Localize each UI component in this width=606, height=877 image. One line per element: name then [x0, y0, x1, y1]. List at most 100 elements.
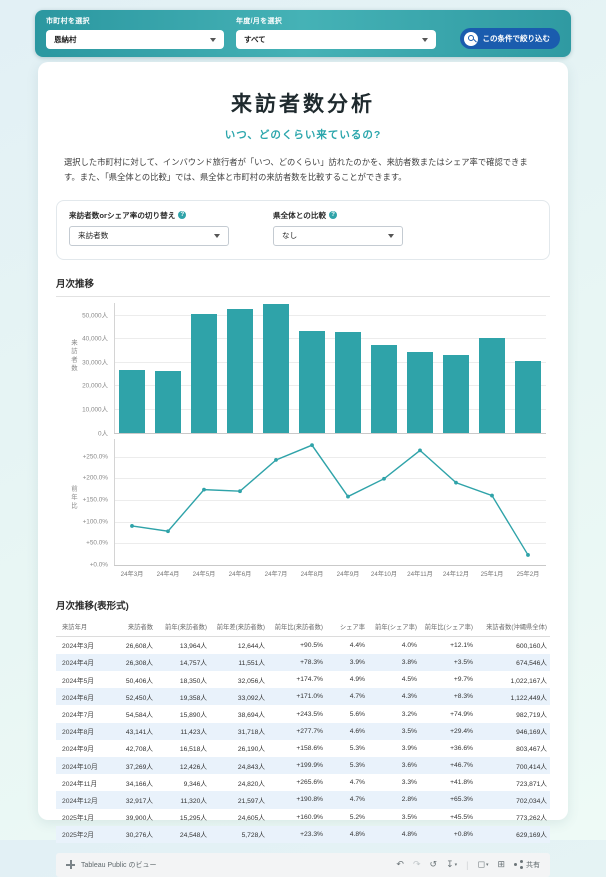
table-row[interactable]: 2024年8月 43,141人 11,423人 31,718人 +277.7% 4.6% 3… [56, 722, 550, 740]
table-row[interactable]: 2025年2月 30,276人 24,548人 5,728人 +23.3% 4.8% 4.8… [56, 825, 550, 843]
line-point[interactable] [382, 476, 386, 481]
bar-mark[interactable] [335, 331, 361, 433]
metric-control: 来訪者数orシェア率の切り替え ? 来訪者数 [69, 210, 229, 246]
bar-mark[interactable] [191, 313, 217, 433]
page-description: 選択した市町村に対して、インバウンド旅行者が「いつ、どのくらい」訪れたのかを、来… [64, 157, 528, 183]
table-cell: 32,056人 [237, 677, 265, 685]
bar-mark[interactable] [299, 330, 325, 433]
table-row[interactable]: 2024年12月 32,917人 11,320人 21,597人 +190.8% 4.7%… [56, 791, 550, 809]
table-cell: 2024年6月 [62, 694, 94, 702]
reset-icon[interactable]: ↺ [429, 859, 438, 870]
gridline [114, 361, 546, 363]
line-point[interactable] [418, 448, 422, 452]
help-icon[interactable]: ? [329, 211, 338, 220]
line-point[interactable] [346, 494, 350, 499]
table-cell: 31,718人 [237, 729, 265, 737]
table-cell: 21,597人 [237, 797, 265, 805]
redo-icon[interactable]: ↷ [412, 859, 421, 870]
bar-mark[interactable] [515, 361, 541, 433]
bar-mark[interactable] [227, 308, 253, 433]
table-cell: 5.6% [349, 710, 365, 718]
table-cell: +90.5% [300, 641, 323, 649]
monthly-trend-table[interactable]: 来訪年月 来訪者数 前年(来訪者数) 前年差(来訪者数) 前年比(来訪者数) シェア率 前年… [56, 617, 550, 843]
table-cell: 700,414人 [516, 763, 547, 771]
chevron-down-icon [422, 37, 428, 42]
page-subtitle: いつ、どのくらい来ているの? [224, 129, 382, 141]
line-axis-title: 前年比 [70, 484, 77, 510]
x-axis-tick-label: 24年12月 [442, 570, 470, 578]
table-row[interactable]: 2024年9月 42,708人 16,518人 26,190人 +158.6% 5.3% 3… [56, 740, 550, 757]
download-icon[interactable]: ↧ ▾ [446, 859, 458, 870]
metric-select[interactable]: 来訪者数 [69, 225, 229, 246]
bar-mark[interactable] [407, 351, 433, 433]
table-cell: 5.3% [349, 762, 365, 770]
table-cell: 2024年11月 [62, 780, 98, 788]
table-row[interactable]: 2024年7月 54,584人 15,890人 38,694人 +243.5% 5.6% 3… [56, 705, 550, 722]
line-point[interactable] [202, 487, 206, 492]
table-cell: 4.4% [349, 641, 365, 649]
bar-axis-tick-label: 10,000人 [82, 406, 108, 414]
table-cell: 24,843人 [237, 763, 265, 771]
line-point[interactable] [310, 442, 314, 447]
table-cell: +65.3% [450, 796, 473, 804]
bar-mark[interactable] [119, 369, 145, 433]
bar-mark[interactable] [155, 370, 181, 433]
table-cell: 32,917人 [125, 797, 153, 805]
table-cell: +36.6% [450, 744, 473, 752]
line-point[interactable] [238, 488, 242, 493]
comparison-select[interactable]: なし [273, 225, 403, 246]
table-cell: 3.9% [401, 744, 417, 752]
line-point[interactable] [130, 523, 134, 528]
line-point[interactable] [490, 493, 494, 498]
column-header: 来訪者数(沖縄県全体) [476, 617, 550, 637]
undo-icon[interactable]: ↶ [396, 859, 404, 870]
table-cell: 2024年4月 [62, 660, 94, 668]
table-cell: +29.4% [450, 727, 473, 735]
period-select[interactable]: すべて [236, 30, 436, 49]
line-series[interactable] [114, 439, 546, 565]
line-point[interactable] [526, 552, 530, 557]
apply-filter-button[interactable]: この条件で絞り込む [459, 28, 560, 49]
table-cell: 4.7% [349, 779, 365, 787]
metric-control-label: 来訪者数orシェア率の切り替え [69, 210, 176, 220]
bar-mark[interactable] [479, 338, 505, 433]
table-cell: 11,551人 [238, 660, 265, 668]
monthly-trend-chart[interactable]: 来訪者数 前年比 0人 10,000人 20,000人 30,000人 40,000人 5… [56, 295, 550, 584]
monthly-trend-table-section: 月次推移(表形式) 来訪年月 来訪者数 前年(来訪者数) 前年差(来訪者数) 前年比(来… [56, 598, 550, 843]
line-point[interactable] [274, 457, 278, 462]
table-row[interactable]: 2025年1月 39,900人 15,295人 24,605人 +160.9% 5.2% 3… [56, 809, 550, 826]
table-cell: +78.3% [300, 658, 323, 666]
table-cell: 38,694人 [237, 712, 265, 720]
fullscreen-icon[interactable]: ⊞ [497, 859, 505, 870]
table-row[interactable]: 2024年3月 26,608人 13,964人 12,644人 +90.5% 4.4% 4.… [56, 636, 550, 654]
bar-mark[interactable] [443, 354, 469, 433]
table-cell: 15,890人 [179, 712, 207, 720]
table-row[interactable]: 2024年10月 37,269人 12,426人 24,843人 +199.9% 5.3%… [56, 757, 550, 775]
table-row[interactable]: 2024年6月 52,450人 19,358人 33,092人 +171.0% 4.7% 4… [56, 688, 550, 706]
share-button[interactable]: 共有 [514, 860, 540, 870]
bar-mark[interactable] [263, 303, 289, 433]
table-cell: 14,757人 [179, 660, 207, 668]
table-cell: 33,092人 [237, 694, 265, 702]
table-row[interactable]: 2024年11月 34,166人 9,346人 24,820人 +265.6% 4.7% 3… [56, 774, 550, 791]
table-cell: +45.5% [450, 813, 473, 821]
share-icon [514, 863, 517, 867]
table-row[interactable]: 2024年5月 50,406人 18,350人 32,056人 +174.7% 4.9% 4… [56, 671, 550, 688]
table-cell: 11,320人 [180, 797, 207, 805]
table-cell: +0.8% [453, 830, 473, 838]
caret-down-icon: ▾ [485, 861, 489, 868]
municipality-select[interactable]: 恩納村 [46, 30, 224, 49]
table-cell: +277.7% [296, 727, 323, 735]
gridline [114, 478, 546, 480]
table-row[interactable]: 2024年4月 26,308人 14,757人 11,551人 +78.3% 3.9% 3.… [56, 653, 550, 672]
tableau-logo-icon [66, 860, 75, 870]
table-cell: 2024年8月 [62, 729, 94, 737]
help-icon[interactable]: ? [178, 211, 187, 220]
line-point[interactable] [454, 480, 458, 485]
line-point[interactable] [166, 529, 170, 533]
bar-mark[interactable] [371, 344, 397, 433]
column-header: 来訪年月 [56, 617, 110, 637]
comment-icon[interactable]: ◻ ▾ [477, 859, 489, 870]
table-cell: 1,022,167人 [510, 677, 547, 685]
control-panel: 来訪者数orシェア率の切り替え ? 来訪者数 県全体との比較 ? なし [56, 199, 550, 260]
